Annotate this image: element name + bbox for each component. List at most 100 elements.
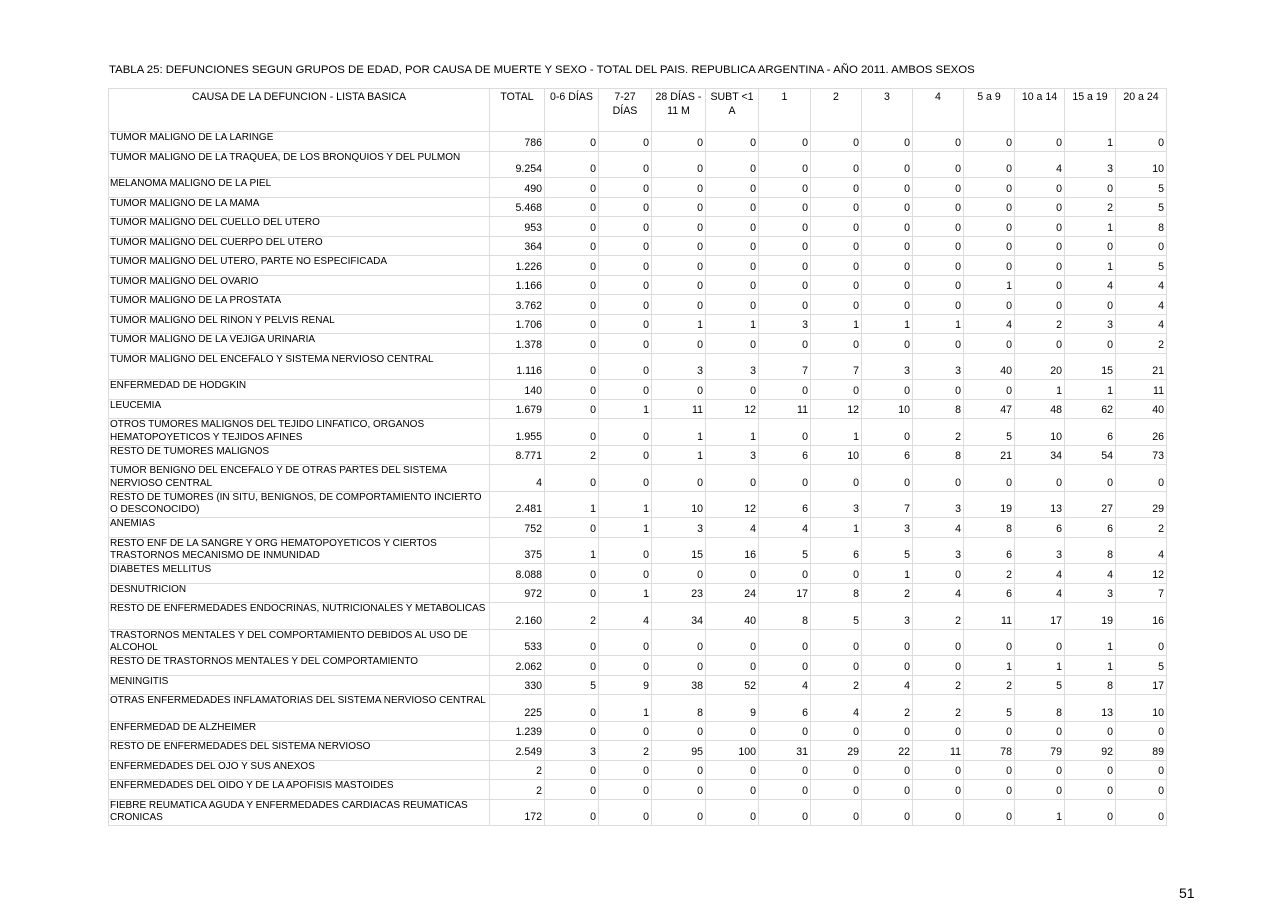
value-cell: 0 <box>651 655 706 676</box>
value-cell: 1 <box>810 517 862 538</box>
value-cell: 6 <box>1064 418 1116 446</box>
total-cell: 533 <box>489 628 545 656</box>
value-cell: 0 <box>598 464 652 492</box>
value-cell: 12 <box>810 398 862 419</box>
value-cell: 0 <box>912 628 964 656</box>
cause-cell: TRASTORNOS MENTALES Y DEL COMPORTAMIENTO… <box>108 628 490 656</box>
value-cell: 1 <box>598 582 652 603</box>
value-cell: 0 <box>810 759 862 780</box>
column-header: 0-6 DÍAS <box>544 88 599 132</box>
total-cell: 5.468 <box>489 196 545 217</box>
value-cell: 1 <box>912 313 964 334</box>
value-cell: 0 <box>912 464 964 492</box>
table-row: TUMOR MALIGNO DEL CUELLO DEL UTERO 953 0 0 0… <box>108 216 1167 237</box>
value-cell: 0 <box>912 216 964 237</box>
value-cell: 6 <box>963 582 1015 603</box>
value-cell: 5 <box>1014 674 1065 695</box>
value-cell: 0 <box>1064 235 1116 256</box>
value-cell: 5 <box>758 536 811 564</box>
value-cell: 0 <box>544 582 599 603</box>
cause-cell: ENFERMEDAD DE ALZHEIMER <box>108 720 490 741</box>
value-cell: 6 <box>758 490 811 518</box>
value-cell: 0 <box>758 235 811 256</box>
value-cell: 0 <box>1115 131 1167 152</box>
value-cell: 0 <box>544 464 599 492</box>
value-cell: 0 <box>810 628 862 656</box>
value-cell: 3 <box>1064 582 1116 603</box>
value-cell: 0 <box>758 294 811 315</box>
value-cell: 8 <box>651 694 706 722</box>
value-cell: 0 <box>963 720 1015 741</box>
value-cell: 31 <box>758 740 811 761</box>
value-cell: 0 <box>758 177 811 198</box>
value-cell: 40 <box>705 602 759 630</box>
table-row: OTRAS ENFERMEDADES INFLAMATORIAS DEL SIS… <box>108 694 1167 722</box>
cause-cell: FIEBRE REUMATICA AGUDA Y ENFERMEDADES CA… <box>108 798 490 826</box>
value-cell: 2 <box>1115 333 1167 354</box>
value-cell: 0 <box>810 216 862 237</box>
table-row: TUMOR MALIGNO DEL UTERO, PARTE NO ESPECI… <box>108 255 1167 276</box>
value-cell: 1 <box>705 418 759 446</box>
value-cell: 0 <box>651 720 706 741</box>
value-cell: 0 <box>758 196 811 217</box>
value-cell: 0 <box>1115 798 1167 826</box>
value-cell: 4 <box>1115 313 1167 334</box>
value-cell: 4 <box>963 313 1015 334</box>
value-cell: 0 <box>1014 274 1065 295</box>
value-cell: 4 <box>912 582 964 603</box>
value-cell: 0 <box>861 216 913 237</box>
value-cell: 5 <box>810 602 862 630</box>
value-cell: 11 <box>758 398 811 419</box>
value-cell: 1 <box>651 444 706 465</box>
value-cell: 2 <box>861 582 913 603</box>
value-cell: 5 <box>963 418 1015 446</box>
value-cell: 2 <box>861 694 913 722</box>
value-cell: 0 <box>598 536 652 564</box>
value-cell: 0 <box>705 216 759 237</box>
value-cell: 0 <box>1064 798 1116 826</box>
value-cell: 0 <box>810 274 862 295</box>
cause-cell: TUMOR MALIGNO DEL ENCEFALO Y SISTEMA NER… <box>108 352 490 380</box>
column-header: TOTAL <box>489 88 545 132</box>
total-cell: 2 <box>489 759 545 780</box>
value-cell: 19 <box>963 490 1015 518</box>
total-cell: 225 <box>489 694 545 722</box>
value-cell: 0 <box>1014 720 1065 741</box>
value-cell: 23 <box>651 582 706 603</box>
cause-cell: RESTO DE ENFERMEDADES ENDOCRINAS, NUTRIC… <box>108 602 490 630</box>
table-row: TUMOR MALIGNO DEL CUERPO DEL UTERO 364 0 0 0… <box>108 235 1167 256</box>
value-cell: 10 <box>810 444 862 465</box>
table-row: TUMOR MALIGNO DE LA VEJIGA URINARIA 1.378… <box>108 333 1167 354</box>
value-cell: 0 <box>705 235 759 256</box>
value-cell: 0 <box>598 418 652 446</box>
total-cell: 2.062 <box>489 655 545 676</box>
table-row: TUMOR MALIGNO DE LA PROSTATA 3.762 0 0 0 0 0 0 0… <box>108 294 1167 315</box>
value-cell: 0 <box>912 759 964 780</box>
value-cell: 0 <box>912 131 964 152</box>
value-cell: 2 <box>912 694 964 722</box>
value-cell: 0 <box>544 563 599 584</box>
value-cell: 0 <box>651 150 706 178</box>
total-cell: 953 <box>489 216 545 237</box>
table-row: TUMOR MALIGNO DE LA LARINGE 786 0 0 0 0 0 0 0 0 0 0… <box>108 131 1167 152</box>
cause-cell: OTROS TUMORES MALIGNOS DEL TEJIDO LINFAT… <box>108 418 490 446</box>
value-cell: 0 <box>861 798 913 826</box>
value-cell: 0 <box>598 352 652 380</box>
column-header: 1 <box>758 88 811 132</box>
cause-cell: TUMOR MALIGNO DE LA LARINGE <box>108 131 490 152</box>
value-cell: 2 <box>912 418 964 446</box>
value-cell: 0 <box>758 418 811 446</box>
cause-cell: TUMOR BENIGNO DEL ENCEFALO Y DE OTRAS PA… <box>108 464 490 492</box>
value-cell: 4 <box>912 517 964 538</box>
value-cell: 3 <box>861 602 913 630</box>
value-cell: 0 <box>963 131 1015 152</box>
total-cell: 2.481 <box>489 490 545 518</box>
value-cell: 0 <box>963 379 1015 400</box>
value-cell: 40 <box>1115 398 1167 419</box>
value-cell: 0 <box>810 150 862 178</box>
value-cell: 4 <box>810 694 862 722</box>
value-cell: 3 <box>705 352 759 380</box>
value-cell: 0 <box>705 563 759 584</box>
value-cell: 1 <box>1064 628 1116 656</box>
value-cell: 1 <box>651 313 706 334</box>
